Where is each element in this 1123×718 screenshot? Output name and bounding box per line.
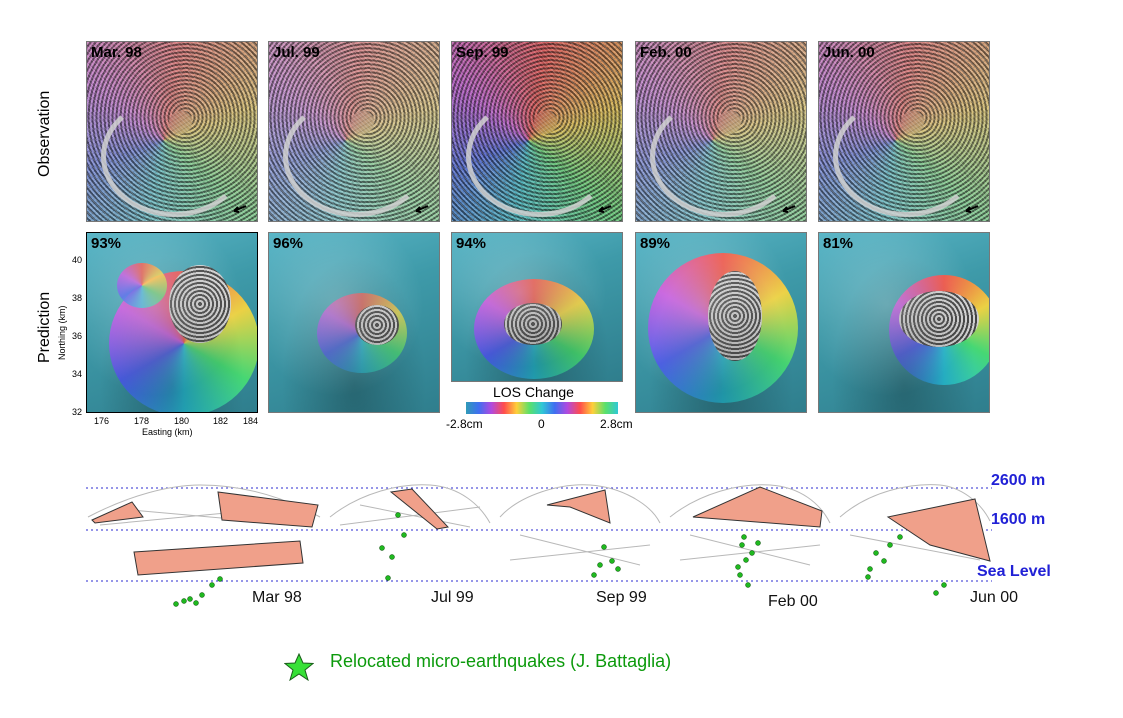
- x-tick-label: 176: [94, 416, 110, 426]
- y-tick-label: 38: [72, 293, 83, 303]
- panel-date-label: Mar. 98: [91, 44, 142, 61]
- prediction-panel-1: 93%: [86, 232, 258, 413]
- fit-percentage-label: 96%: [273, 235, 304, 252]
- prediction-panel-5: 81%: [818, 232, 990, 413]
- observation-panel-sep99: Sep. 99: [451, 41, 623, 222]
- green-star-icon: [284, 653, 314, 681]
- fit-percentage-label: 81%: [823, 235, 854, 252]
- observation-row-label: Observation: [36, 90, 53, 177]
- colorbar-min-label: -2.8cm: [446, 417, 483, 431]
- fit-percentage-label: 94%: [456, 235, 487, 252]
- easting-axis-label: Easting (km): [142, 427, 193, 437]
- cross-section-month-label: Feb 00: [768, 593, 818, 610]
- cross-section-month-label: Jun 00: [970, 589, 1019, 606]
- look-direction-arrow-icon: [782, 205, 796, 213]
- prediction-panel-4: 89%: [635, 232, 807, 413]
- northing-axis-label: Northing (km): [57, 305, 67, 360]
- prediction-row-label: Prediction: [36, 291, 53, 363]
- panel-date-label: Jun. 00: [823, 44, 875, 61]
- observation-panel-feb00: Feb. 00: [635, 41, 807, 222]
- panel-date-label: Sep. 99: [456, 44, 509, 61]
- los-colorbar: [466, 402, 618, 414]
- colorbar-mid-label: 0: [538, 417, 545, 431]
- fit-percentage-label: 89%: [640, 235, 671, 252]
- colorbar-max-label: 2.8cm: [600, 417, 633, 431]
- observation-panel-mar98: Mar. 98: [86, 41, 258, 222]
- cross-section-month-label: Jul 99: [431, 589, 474, 606]
- prediction-panel-2: 96%: [268, 232, 440, 413]
- cross-section-month-label: Mar 98: [252, 589, 302, 606]
- x-tick-label: 184: [243, 416, 259, 426]
- colorbar-title: LOS Change: [493, 384, 574, 400]
- look-direction-arrow-icon: [965, 205, 979, 213]
- y-tick-label: 36: [72, 331, 83, 341]
- observation-panel-jun00: Jun. 00: [818, 41, 990, 222]
- observation-panel-jul99: Jul. 99: [268, 41, 440, 222]
- fit-percentage-label: 93%: [91, 235, 122, 252]
- panel-date-label: Feb. 00: [640, 44, 692, 61]
- elevation-label-2600: 2600 m: [991, 472, 1046, 489]
- x-tick-label: 178: [134, 416, 150, 426]
- look-direction-arrow-icon: [598, 205, 612, 213]
- y-tick-label: 34: [72, 369, 83, 379]
- cross-section-month-label: Sep 99: [596, 589, 647, 606]
- cross-section-diagram: [86, 484, 992, 607]
- x-tick-label: 180: [174, 416, 190, 426]
- y-tick-label: 32: [72, 407, 83, 417]
- y-tick-label: 40: [72, 255, 83, 265]
- elevation-label-1600: 1600 m: [991, 511, 1046, 528]
- elevation-label-sea-level: Sea Level: [977, 563, 1051, 580]
- x-tick-label: 182: [213, 416, 229, 426]
- legend-label: Relocated micro-earthquakes (J. Battagli…: [330, 651, 672, 671]
- look-direction-arrow-icon: [233, 205, 247, 213]
- look-direction-arrow-icon: [415, 205, 429, 213]
- panel-date-label: Jul. 99: [273, 44, 320, 61]
- prediction-panel-3: 94%: [451, 232, 623, 382]
